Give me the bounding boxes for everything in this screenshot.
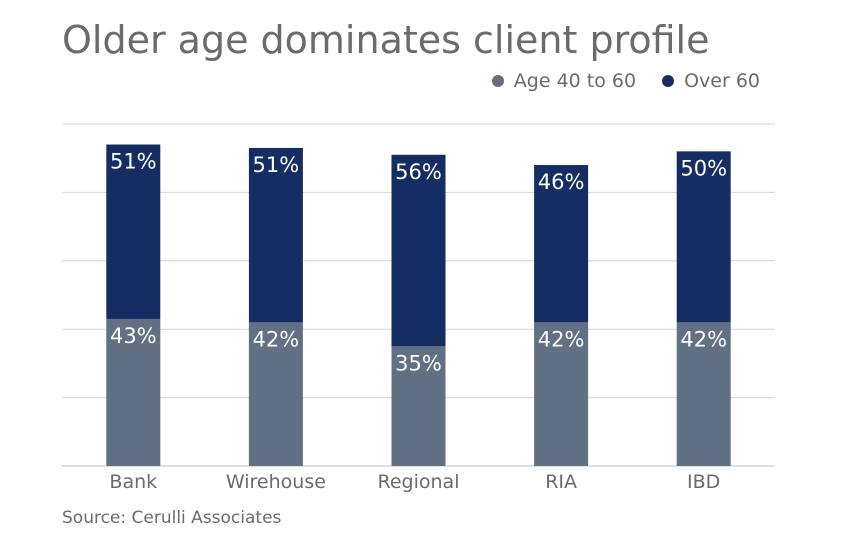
bar-regional-over-60 <box>391 154 446 347</box>
data-label: 51% <box>253 153 300 177</box>
data-label: 42% <box>538 327 585 351</box>
data-label: 35% <box>395 351 442 375</box>
data-label: 43% <box>110 324 157 348</box>
legend-item-age-40-60: Age 40 to 60 <box>491 70 637 92</box>
bar-ibd-over-60 <box>676 151 731 323</box>
bar-bank-age-40-60 <box>106 318 161 466</box>
legend: Age 40 to 60 Over 60 <box>491 70 760 92</box>
bar-wirehouse-age-40-60 <box>248 322 303 466</box>
bar-ibd-age-40-60 <box>676 322 731 466</box>
legend-swatch-age-40-60 <box>491 75 504 87</box>
bar-ria-age-40-60 <box>534 322 589 466</box>
data-label: 56% <box>395 160 442 184</box>
data-label: 51% <box>110 150 157 174</box>
legend-label-age-40-60: Age 40 to 60 <box>513 70 637 92</box>
x-tick-label: Regional <box>378 471 460 493</box>
data-label: 46% <box>538 170 585 194</box>
data-label: 42% <box>253 327 300 351</box>
bar-bank-over-60 <box>106 144 161 319</box>
x-tick-label: Bank <box>109 471 157 493</box>
legend-label-over-60: Over 60 <box>684 70 760 92</box>
legend-item-over-60: Over 60 <box>662 70 760 92</box>
data-label: 50% <box>680 156 727 180</box>
chart-title: Older age dominates client profile <box>62 18 710 62</box>
source-note: Source: Cerulli Associates <box>62 508 282 528</box>
data-label: 42% <box>680 327 727 351</box>
x-tick-label: RIA <box>545 471 577 493</box>
bar-ria-over-60 <box>534 165 589 323</box>
bar-regional-age-40-60 <box>391 346 446 466</box>
x-tick-label: Wirehouse <box>226 471 326 493</box>
bar-wirehouse-over-60 <box>248 147 303 323</box>
legend-swatch-over-60 <box>662 75 675 87</box>
x-tick-label: IBD <box>687 471 720 493</box>
